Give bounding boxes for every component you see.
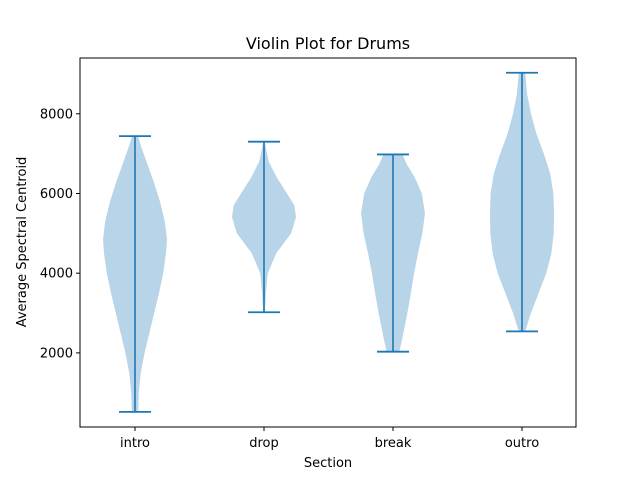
- x-axis: intro drop break outro: [120, 427, 539, 451]
- y-tick-label-8000: 8000: [40, 107, 73, 122]
- violin-drop: [232, 140, 296, 314]
- plot-frame: [79, 57, 577, 428]
- violin-outro: [490, 71, 554, 333]
- violin-break: [361, 153, 425, 353]
- y-tick-label-4000: 4000: [40, 267, 73, 282]
- chart-title: Violin Plot for Drums: [246, 34, 410, 53]
- plot-area: [103, 71, 554, 413]
- x-tick-label-drop: drop: [249, 436, 279, 451]
- y-tick-label-2000: 2000: [40, 346, 73, 361]
- y-tick-label-6000: 6000: [40, 187, 73, 202]
- x-tick-label-intro: intro: [120, 436, 150, 451]
- x-axis-label: Section: [304, 456, 352, 471]
- y-axis: 2000 4000 6000 8000: [40, 107, 80, 361]
- y-axis-label: Average Spectral Centroid: [15, 157, 30, 328]
- x-tick-label-break: break: [375, 436, 412, 451]
- violin-intro: [103, 135, 167, 413]
- x-tick-label-outro: outro: [505, 436, 539, 451]
